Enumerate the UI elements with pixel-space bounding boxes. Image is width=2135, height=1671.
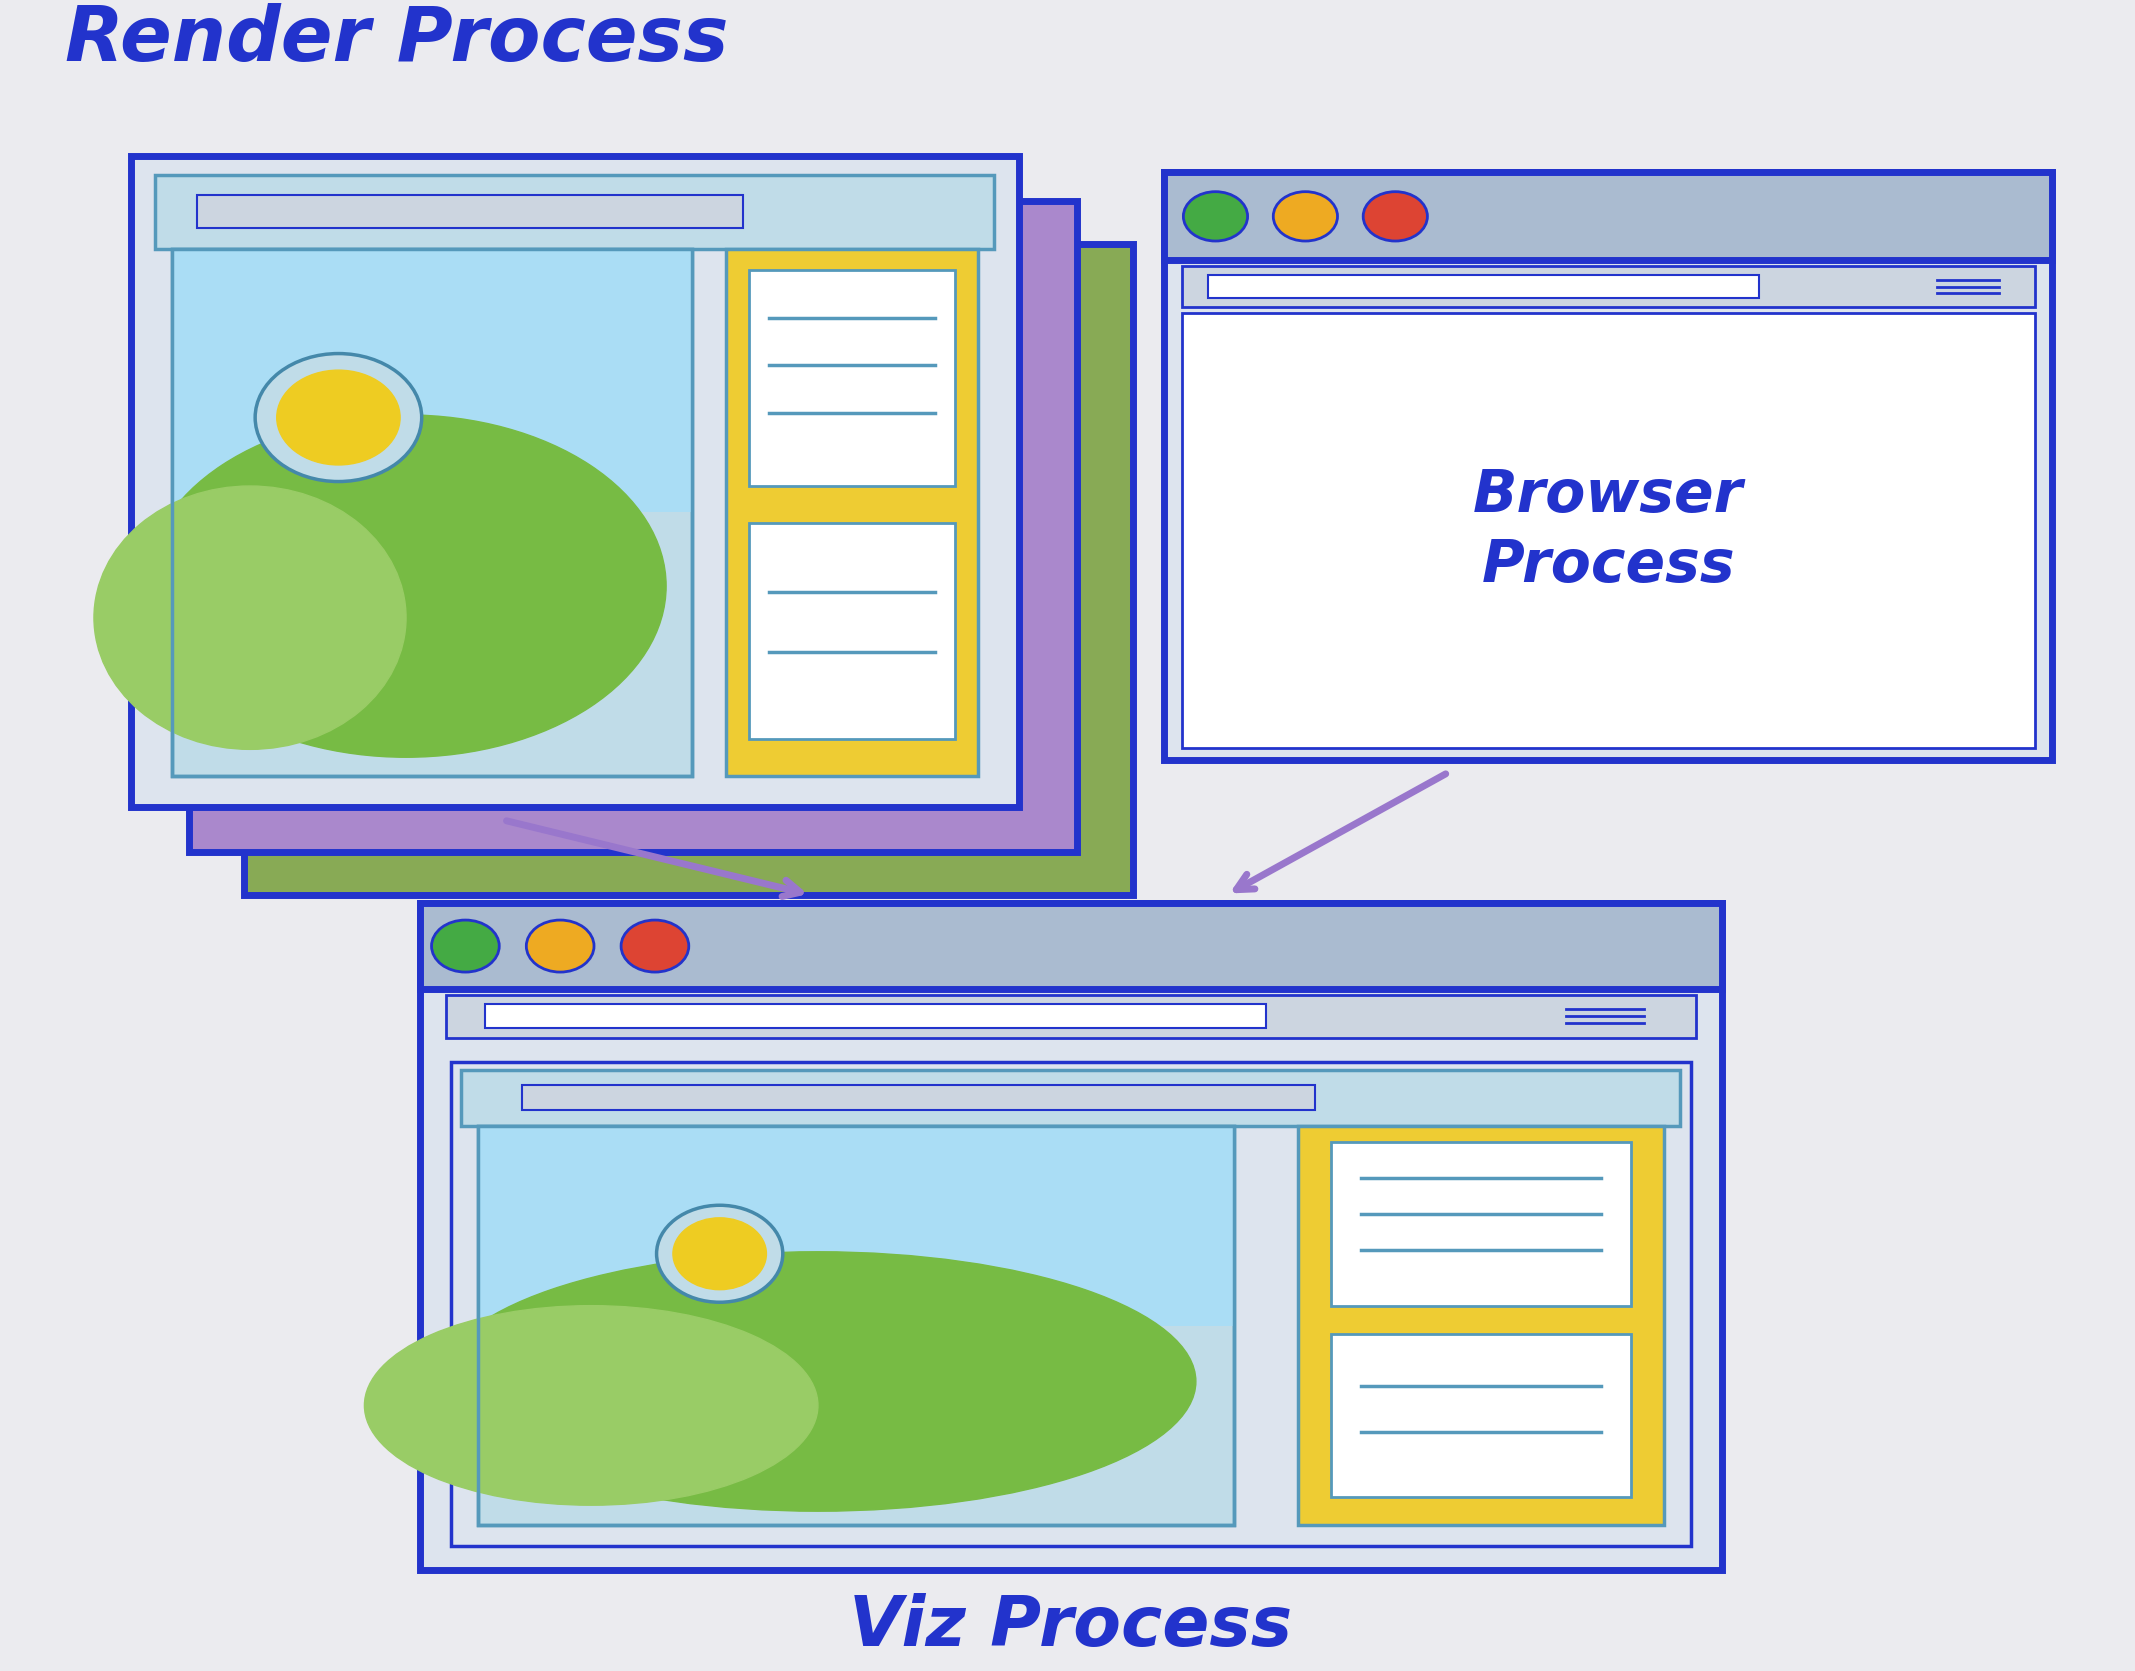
Ellipse shape [440, 1252, 1196, 1511]
FancyBboxPatch shape [1330, 1333, 1631, 1497]
FancyBboxPatch shape [749, 523, 954, 739]
FancyBboxPatch shape [1164, 172, 2052, 261]
Ellipse shape [365, 1305, 818, 1506]
Circle shape [256, 354, 423, 481]
FancyBboxPatch shape [726, 249, 978, 775]
FancyBboxPatch shape [156, 175, 995, 249]
Circle shape [431, 921, 500, 973]
Circle shape [527, 921, 594, 973]
Circle shape [1362, 192, 1428, 241]
FancyBboxPatch shape [1208, 276, 1759, 297]
FancyBboxPatch shape [196, 196, 743, 229]
FancyBboxPatch shape [130, 157, 1018, 807]
FancyBboxPatch shape [173, 249, 692, 775]
FancyBboxPatch shape [1164, 172, 2052, 760]
Text: Browser
Process: Browser Process [1473, 466, 1744, 595]
FancyBboxPatch shape [478, 1126, 1234, 1526]
Circle shape [621, 921, 690, 973]
FancyBboxPatch shape [243, 244, 1134, 894]
Circle shape [673, 1218, 766, 1290]
FancyBboxPatch shape [446, 994, 1695, 1038]
Ellipse shape [145, 414, 666, 757]
FancyBboxPatch shape [1298, 1126, 1663, 1526]
Circle shape [658, 1205, 784, 1302]
FancyBboxPatch shape [478, 1126, 1234, 1325]
FancyBboxPatch shape [749, 271, 954, 486]
FancyBboxPatch shape [1181, 312, 2035, 749]
FancyBboxPatch shape [421, 902, 1721, 1569]
Circle shape [1272, 192, 1337, 241]
FancyBboxPatch shape [461, 1069, 1680, 1126]
Text: Viz Process: Viz Process [850, 1594, 1292, 1661]
Circle shape [278, 371, 399, 465]
FancyBboxPatch shape [1330, 1141, 1631, 1305]
Text: Render Process: Render Process [66, 3, 728, 77]
Circle shape [1183, 192, 1247, 241]
FancyBboxPatch shape [450, 1063, 1691, 1546]
FancyBboxPatch shape [1181, 266, 2035, 307]
FancyBboxPatch shape [188, 201, 1076, 852]
FancyBboxPatch shape [173, 249, 692, 513]
FancyBboxPatch shape [523, 1084, 1315, 1110]
FancyBboxPatch shape [421, 902, 1721, 989]
Ellipse shape [94, 486, 406, 749]
FancyBboxPatch shape [485, 1004, 1266, 1028]
